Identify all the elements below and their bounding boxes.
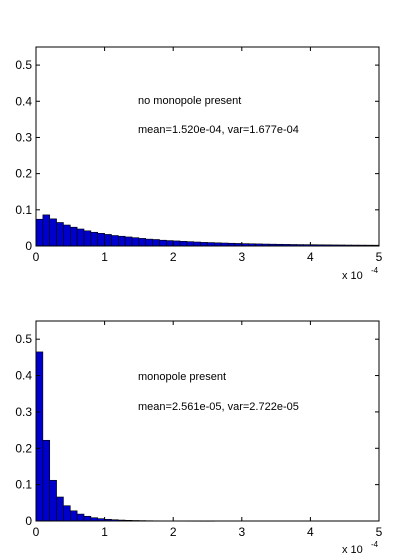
bar <box>83 230 92 247</box>
bar <box>118 235 126 247</box>
x-tick-label: 4 <box>307 250 314 264</box>
axes: 0 1 2 3 4 5 0 0.1 0.2 0.3 0.4 0.5 <box>15 47 383 264</box>
x-multiplier-exponent: -4 <box>371 266 379 275</box>
annotation-stats: mean=2.561e-05, var=2.722e-05 <box>138 401 299 413</box>
x-tick-label: 5 <box>376 525 383 539</box>
bar <box>172 240 181 247</box>
bar <box>97 233 105 247</box>
bar <box>76 513 85 522</box>
x-tick-label: 3 <box>238 250 245 264</box>
plot-frame <box>35 320 380 522</box>
annotation-title: no monopole present <box>138 95 241 107</box>
bar <box>70 226 78 247</box>
y-tick-label: 0 <box>25 239 32 253</box>
bar <box>193 241 201 247</box>
bar <box>186 241 195 247</box>
y-tick-label: 0.1 <box>15 203 32 217</box>
chart-panel-no-monopole: 0 1 2 3 4 5 0 0.1 0.2 0.3 0.4 0.5 no monopole prese… <box>15 46 383 282</box>
bar <box>207 242 215 247</box>
chart-panel-monopole: 0 1 2 3 4 500.10.20.30.40.5 monopole present … <box>15 320 383 556</box>
bar <box>90 231 99 247</box>
bar <box>159 239 167 247</box>
bar <box>63 505 71 522</box>
x-tick-label: 2 <box>170 250 177 264</box>
bar <box>35 351 44 522</box>
y-tick-label: 0.5 <box>15 332 32 346</box>
y-tick-label: 0.4 <box>15 94 32 108</box>
bar <box>138 238 147 247</box>
y-tick-label: 0.3 <box>15 130 32 144</box>
bar <box>35 218 44 247</box>
bar <box>131 237 140 247</box>
y-tick-label: 0.3 <box>15 405 32 419</box>
x-tick-label: 5 <box>376 250 383 264</box>
y-tick-label: 0.2 <box>15 167 32 181</box>
bar <box>104 234 112 247</box>
x-tick-label: 4 <box>307 525 314 539</box>
x-multiplier-base: x 10 <box>342 544 363 556</box>
x-tick-label: 1 <box>101 525 108 539</box>
bar <box>111 235 119 247</box>
bar <box>63 224 71 247</box>
bar <box>56 222 64 247</box>
bar <box>76 228 85 247</box>
bar <box>145 238 153 247</box>
annotation-stats: mean=1.520e-04, var=1.677e-04 <box>138 124 299 136</box>
x-tick-label: 0 <box>33 525 40 539</box>
x-multiplier-exponent: -4 <box>371 540 379 549</box>
bar <box>124 236 133 247</box>
bar-series <box>35 214 380 247</box>
x-tick-label: 3 <box>238 525 245 539</box>
bar <box>200 242 208 247</box>
bar <box>179 240 188 247</box>
bar <box>49 218 57 247</box>
plot-frame <box>35 46 380 247</box>
y-tick-label: 0.5 <box>15 58 32 72</box>
y-tick-label: 0.1 <box>15 478 32 492</box>
y-tick-label: 0.2 <box>15 441 32 455</box>
x-tick-label: 2 <box>170 525 177 539</box>
bar <box>70 510 78 522</box>
bar <box>166 240 174 247</box>
annotation-title: monopole present <box>138 371 226 383</box>
axes: 0 1 2 3 4 5 0 0.1 0.2 0.3 0.4 0.5 <box>15 321 383 539</box>
x-tick-label: 1 <box>101 250 108 264</box>
bar <box>83 515 92 522</box>
bar <box>49 479 57 522</box>
bar <box>152 239 160 247</box>
x-multiplier-base: x 10 <box>342 270 363 282</box>
y-tick-label: 0 <box>25 514 32 528</box>
x-tick-label: 0 <box>33 250 40 264</box>
bar <box>42 214 51 247</box>
bar <box>42 439 51 522</box>
x-axis-multiplier: x 10 -4 <box>342 540 379 556</box>
y-tick-label: 0.4 <box>15 369 32 383</box>
x-axis-multiplier: x 10 -4 <box>342 266 379 282</box>
bar <box>56 496 64 522</box>
